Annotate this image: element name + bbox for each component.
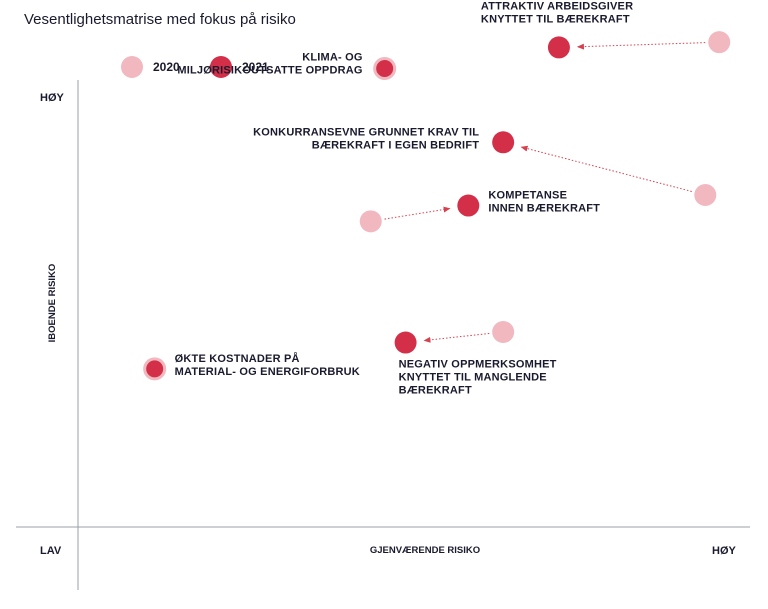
point-label-kostnader: ØKTE KOSTNADER PÅ MATERIAL- OG ENERGIFORB… — [175, 352, 360, 378]
point-2021-konkurranse — [492, 131, 515, 154]
point-label-line: KLIMA- OG — [302, 52, 362, 64]
legend: 2020 2021 — [121, 56, 269, 78]
legend-label-2021: 2021 — [242, 60, 269, 74]
point-label-line: KNYTTET TIL MANGLENDE — [399, 372, 547, 384]
point-2020-attraktiv — [708, 31, 731, 54]
point-label-line: MILJØRISIKOUTSATTE OPPDRAG — [177, 65, 362, 77]
legend-marker-2021 — [210, 56, 232, 78]
point-label-attraktiv: ATTRAKTIV ARBEIDSGIVER KNYTTET TIL BÆREKR… — [481, 0, 633, 25]
point-2020-kompetanse — [359, 210, 382, 233]
point-label-klima: KLIMA- OG MILJØRISIKOUTSATTE OPPDRAG — [177, 52, 362, 77]
point-label-line: ØKTE KOSTNADER PÅ — [175, 352, 300, 365]
movement-arrow-negativ — [423, 333, 490, 343]
y-axis-high-label: HØY — [40, 92, 65, 104]
point-2021-negativ — [394, 331, 417, 354]
point-label-line: INNEN BÆREKRAFT — [488, 203, 600, 215]
point-label-line: KNYTTET TIL BÆREKRAFT — [481, 13, 630, 25]
chart-title: Vesentlighetsmatrise med fokus på risiko — [24, 11, 296, 28]
point-label-line: BÆREKRAFT I EGEN BEDRIFT — [312, 139, 479, 151]
point-label-negativ: NEGATIV OPPMERKSOMHET KNYTTET TIL MANGLEN… — [399, 359, 557, 397]
point-label-konkurranse: KONKURRANSEVNE GRUNNET KRAV TIL BÆREKRAFT… — [253, 126, 479, 151]
point-2020-negativ — [492, 321, 515, 344]
movement-arrow-kompetanse — [384, 206, 451, 220]
x-axis-low-label: LAV — [40, 545, 62, 557]
point-label-line: ATTRAKTIV ARBEIDSGIVER — [481, 0, 633, 12]
point-label-line: BÆREKRAFT — [399, 385, 472, 397]
y-axis-title: IBOENDE RISIKO — [47, 264, 58, 343]
data-points — [143, 31, 731, 381]
legend-marker-2020 — [121, 56, 143, 78]
movement-arrow-konkurranse — [520, 145, 692, 192]
point-label-line: KONKURRANSEVNE GRUNNET KRAV TIL — [253, 126, 479, 138]
movement-arrow-attraktiv — [576, 42, 706, 50]
point-label-kompetanse: KOMPETANSE INNEN BÆREKRAFT — [488, 190, 600, 215]
point-2020-konkurranse — [694, 183, 717, 206]
x-axis-high-label: HØY — [712, 545, 737, 557]
x-axis-title: GJENVÆRENDE RISIKO — [370, 545, 480, 556]
point-label-line: MATERIAL- OG ENERGIFORBRUK — [175, 366, 360, 378]
point-2021-klima — [373, 57, 397, 81]
point-label-line: KOMPETANSE — [488, 190, 567, 202]
legend-label-2020: 2020 — [153, 60, 180, 74]
point-2021-attraktiv — [547, 36, 570, 59]
point-labels: ATTRAKTIV ARBEIDSGIVER KNYTTET TIL BÆREKR… — [175, 0, 633, 397]
movement-arrows — [384, 42, 706, 343]
point-2021-kostnader — [143, 357, 167, 381]
point-label-line: NEGATIV OPPMERKSOMHET — [399, 359, 557, 371]
point-2021-kompetanse — [457, 194, 480, 217]
